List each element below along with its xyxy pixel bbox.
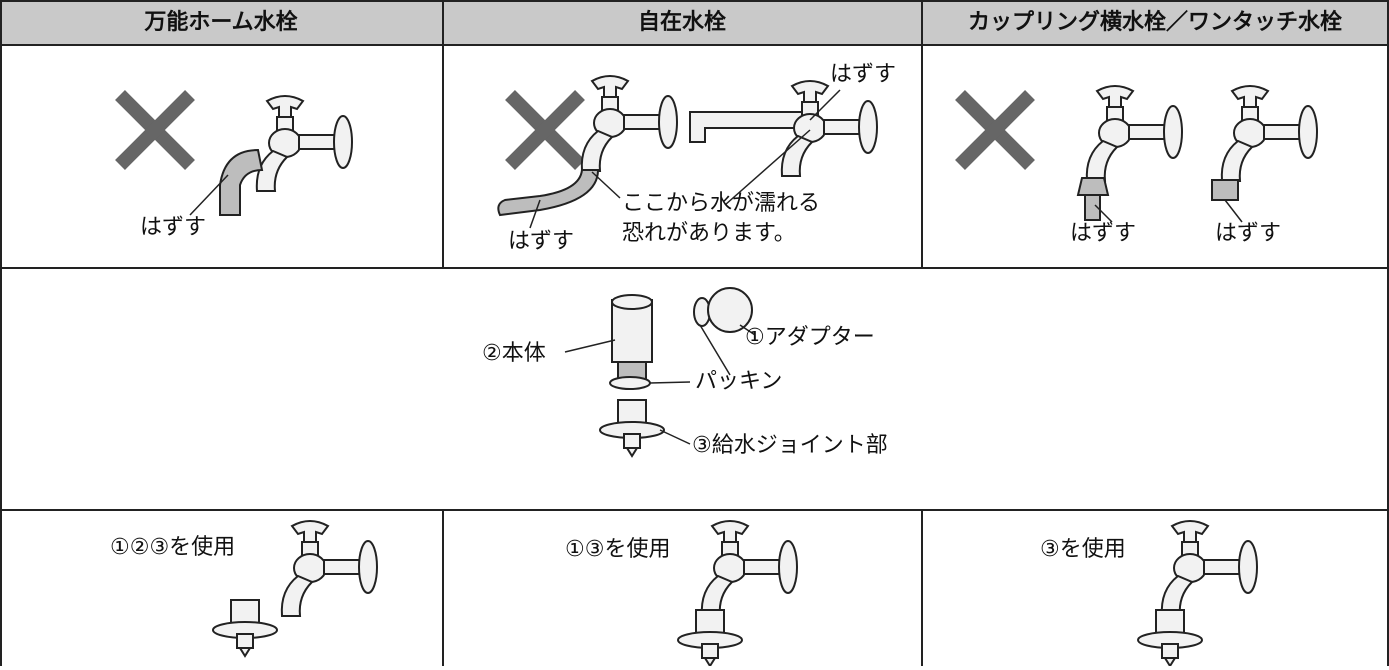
warning: 恐れがあります。 bbox=[622, 221, 796, 246]
faucet bbox=[780, 80, 878, 177]
leader bbox=[529, 199, 541, 229]
faucet bbox=[580, 75, 678, 172]
one-touch bbox=[1211, 179, 1239, 201]
label: はずす bbox=[1070, 221, 1136, 246]
leader bbox=[809, 89, 841, 121]
leader bbox=[649, 381, 691, 384]
label: はずす bbox=[140, 215, 206, 240]
part-label: ②本体 bbox=[482, 341, 546, 366]
joint-part bbox=[212, 599, 278, 657]
faucet bbox=[1220, 85, 1318, 182]
cross bbox=[115, 90, 195, 170]
joint-part bbox=[1137, 609, 1203, 667]
part-label: ③給水ジョイント部 bbox=[692, 433, 888, 458]
faucet bbox=[1160, 520, 1258, 617]
leader bbox=[724, 129, 811, 206]
hose-fitting bbox=[219, 148, 264, 216]
cross bbox=[505, 90, 585, 170]
header-bg bbox=[0, 0, 1389, 45]
spout bbox=[689, 111, 811, 143]
body-top bbox=[611, 294, 653, 310]
faucet bbox=[280, 520, 378, 617]
hose bbox=[497, 169, 600, 217]
label: はずす bbox=[1215, 221, 1281, 246]
leader bbox=[699, 324, 731, 376]
leader bbox=[739, 324, 756, 336]
joint-part bbox=[677, 609, 743, 667]
joint-part bbox=[599, 399, 665, 457]
leader bbox=[659, 429, 691, 445]
part-label: ①アダプター bbox=[745, 325, 875, 350]
warning: ここから水が濡れる bbox=[622, 191, 820, 216]
header: 万能ホーム水栓 bbox=[143, 9, 297, 35]
leader bbox=[564, 339, 616, 353]
packing bbox=[609, 376, 651, 390]
faucet bbox=[255, 95, 353, 192]
usage-label: ①③を使用 bbox=[565, 537, 670, 562]
usage-label: ①②③を使用 bbox=[110, 535, 235, 560]
leader bbox=[1094, 204, 1113, 223]
label: はずす bbox=[830, 62, 896, 87]
faucet bbox=[1085, 85, 1183, 182]
coupling bbox=[1076, 177, 1110, 221]
header: カップリング横水栓／ワンタッチ水栓 bbox=[968, 9, 1342, 35]
label: はずす bbox=[508, 229, 574, 254]
part-label: パッキン bbox=[695, 369, 782, 394]
faucet bbox=[700, 520, 798, 617]
leader bbox=[1224, 199, 1243, 223]
adapter-part bbox=[707, 287, 753, 333]
usage-label: ③を使用 bbox=[1040, 537, 1126, 562]
leader bbox=[189, 174, 229, 216]
leader bbox=[591, 171, 621, 199]
cross bbox=[955, 90, 1035, 170]
header: 自在水栓 bbox=[638, 9, 726, 35]
